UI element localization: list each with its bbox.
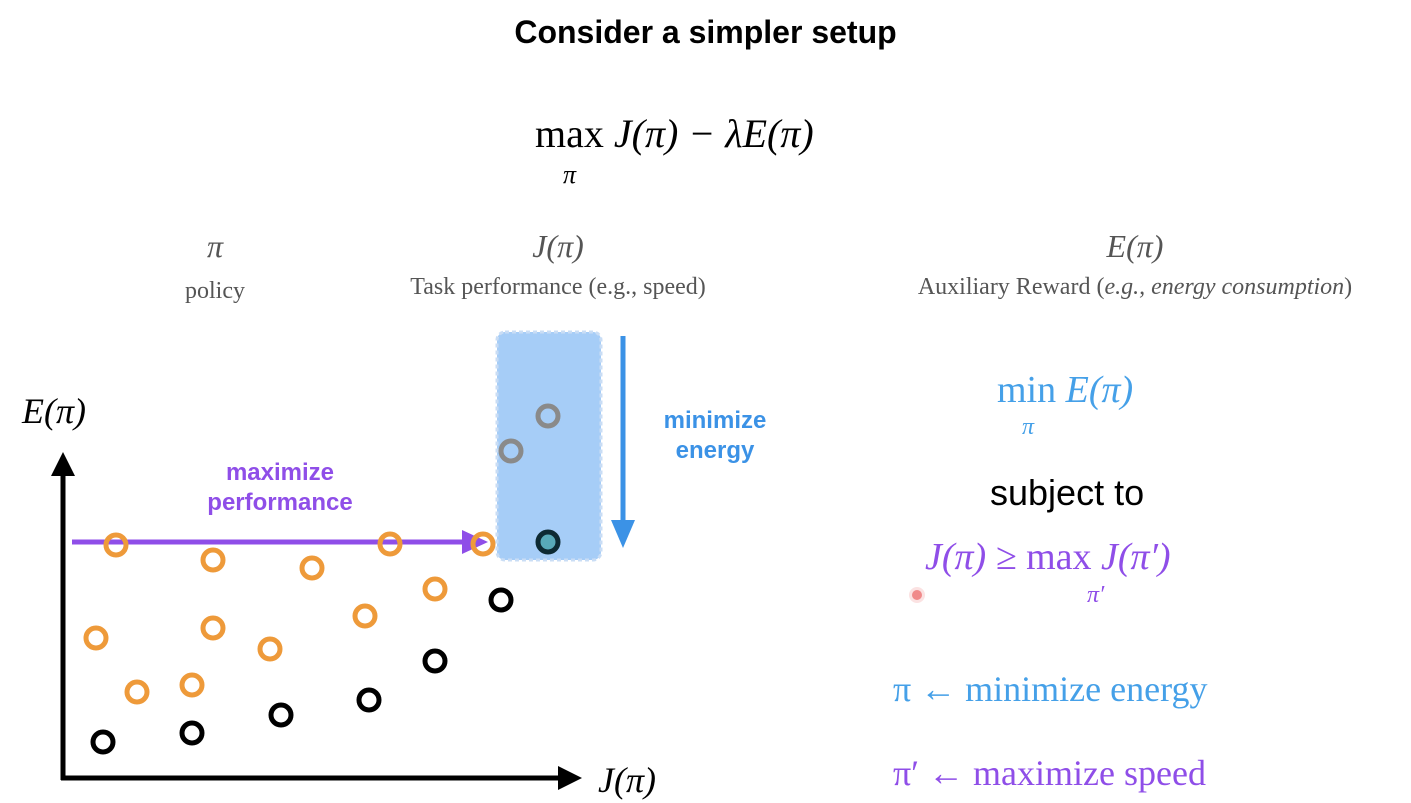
orange-policy-point	[179, 672, 205, 698]
orange-policy-point	[200, 615, 226, 641]
black-policy-point	[179, 720, 205, 746]
constraint-rhs: J(π′)	[1101, 536, 1171, 578]
gray-policy-point	[498, 438, 524, 464]
min-energy-formula: min E(π)	[997, 368, 1133, 412]
orange-policy-point	[83, 625, 109, 651]
cursor-dot	[912, 590, 922, 600]
orange-policy-point	[103, 532, 129, 558]
column-auxiliary-symbol: E(π)	[1106, 228, 1164, 264]
orange-policy-point	[299, 555, 325, 581]
constraint-lhs: J(π) ≥	[925, 536, 1017, 578]
slide-title: Consider a simpler setup	[514, 14, 897, 50]
orange-policy-point	[352, 603, 378, 629]
auxiliary-desc-prefix: Auxiliary Reward (	[917, 274, 1105, 300]
black-policy-point	[488, 587, 514, 613]
y-axis-arrowhead	[51, 452, 75, 476]
policy-points	[83, 403, 561, 755]
assignment-pi-prime: π′ ← maximize speed	[893, 753, 1206, 793]
maximize-label-line2: performance	[207, 489, 353, 516]
maximize-performance-label: maximize performance	[170, 458, 390, 518]
black-policy-point	[268, 702, 294, 728]
minimize-label-line2: energy	[675, 437, 755, 464]
minimize-energy-arrowhead	[611, 520, 635, 548]
orange-policy-point	[470, 531, 496, 557]
column-performance-desc: Task performance (e.g., speed)	[410, 274, 706, 300]
constraint-max-subscript: π′	[1087, 582, 1105, 608]
minimize-energy-label: minimize energy	[640, 406, 790, 466]
min-expression: E(π)	[1065, 369, 1134, 411]
auxiliary-desc-example: e.g., energy consumption	[1104, 274, 1345, 300]
black-policy-point	[422, 648, 448, 674]
constraint-max-operator: max	[1026, 536, 1092, 578]
orange-policy-point	[124, 679, 150, 705]
objective-expression: J(π) − λE(π)	[613, 111, 814, 156]
min-operator: min	[997, 369, 1057, 411]
auxiliary-desc-suffix: )	[1344, 274, 1353, 300]
orange-policy-point	[257, 636, 283, 662]
x-axis-arrowhead	[558, 766, 582, 790]
column-policy-desc: policy	[185, 278, 245, 304]
black-policy-point	[90, 729, 116, 755]
x-axis-label: J(π)	[598, 760, 656, 800]
objective-max: max	[535, 111, 604, 156]
orange-policy-point	[377, 531, 403, 557]
maximize-label-line1: maximize	[225, 459, 335, 486]
black-policy-point	[356, 687, 382, 713]
column-policy-symbol: π	[206, 228, 224, 264]
minimize-label-line1: minimize	[663, 407, 767, 434]
gray-policy-point	[535, 403, 561, 429]
column-auxiliary-desc: Auxiliary Reward (e.g., energy consumpti…	[860, 274, 1410, 301]
orange-policy-point	[200, 547, 226, 573]
y-axis-label: E(π)	[21, 391, 86, 431]
min-subscript: π	[1022, 414, 1035, 440]
optimal-policy-point	[535, 529, 561, 555]
objective-max-subscript: π	[563, 160, 577, 189]
constraint-formula: J(π) ≥ max J(π′)	[925, 535, 1171, 579]
assignment-pi: π ← minimize energy	[893, 669, 1208, 709]
pareto-plot: E(π) J(π)	[21, 330, 656, 800]
column-performance-symbol: J(π)	[532, 228, 584, 264]
feasible-highlight-region	[495, 330, 603, 562]
objective-formula: max J(π) − λE(π)	[535, 110, 814, 157]
orange-policy-point	[422, 576, 448, 602]
subject-to-label: subject to	[990, 472, 1145, 513]
